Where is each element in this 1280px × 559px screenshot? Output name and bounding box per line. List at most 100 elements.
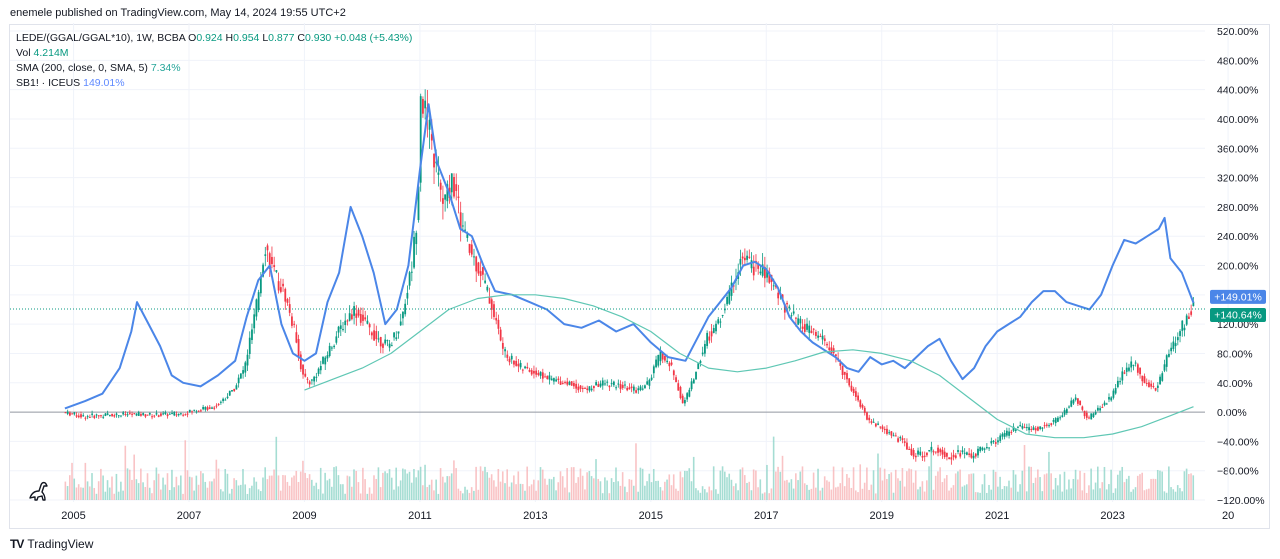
candle-body [1130, 361, 1133, 368]
candle-body [1003, 433, 1006, 437]
candle-body [1143, 376, 1146, 384]
candle-body [166, 414, 169, 417]
volume-bar [850, 487, 853, 500]
candle-body [1165, 355, 1168, 367]
candle-body [604, 383, 606, 385]
volume-bar [763, 492, 766, 500]
candle-body [1170, 347, 1173, 352]
volume-bar [1192, 475, 1195, 500]
volume-bar [575, 482, 577, 500]
legend-symbol[interactable]: LEDE/(GGAL/GGAL*10), 1W, BCBA [16, 32, 186, 44]
volume-bar [1043, 474, 1046, 500]
candle-body [553, 378, 555, 382]
candle-body [743, 257, 746, 261]
volume-bar [415, 477, 417, 500]
candle-body [972, 455, 975, 459]
volume-bar [1096, 466, 1099, 500]
candle-body [701, 352, 704, 355]
candle-body [550, 378, 553, 381]
candle-body [1112, 390, 1115, 398]
dino-icon[interactable] [26, 478, 52, 504]
volume-bar [632, 485, 635, 500]
sb1-line [64, 103, 1195, 410]
candle-body [690, 381, 693, 390]
candle-body [659, 350, 662, 362]
candle-body [477, 262, 480, 274]
candle-body [757, 263, 760, 269]
legend-high: 0.954 [233, 32, 260, 44]
candle-body [410, 271, 413, 273]
candle-body [506, 354, 509, 358]
candle-body [1168, 353, 1170, 357]
volume-bar [961, 486, 964, 500]
candle-body [279, 287, 282, 292]
candle-body [872, 421, 875, 423]
candle-body [180, 413, 182, 415]
candle-body [490, 299, 493, 310]
candle-body [1163, 364, 1166, 371]
legend-sma-value: 7.34% [150, 62, 181, 74]
candle-body [1108, 397, 1110, 400]
candle-body [251, 329, 253, 341]
y-tick-label: 240.00% [1217, 231, 1258, 243]
volume-bar [406, 473, 409, 500]
legend-vol-label[interactable]: Vol [16, 47, 31, 59]
candle-body [466, 234, 469, 238]
volume-bar [524, 490, 526, 500]
volume-bar [726, 477, 728, 500]
candle-body [781, 294, 784, 300]
candle-body [233, 388, 236, 392]
volume-bar [690, 481, 693, 500]
candle-body [923, 455, 926, 457]
candle-body [741, 256, 744, 259]
volume-bar [697, 490, 699, 500]
candle-body [1014, 429, 1017, 431]
y-tick-label: 480.00% [1217, 55, 1258, 67]
volume-bar [537, 480, 540, 500]
candle-body [1096, 407, 1099, 411]
candle-body [95, 414, 98, 416]
candle-body [248, 337, 251, 354]
volume-bar [1079, 470, 1081, 500]
candle-body [513, 360, 515, 365]
candle-body [699, 361, 702, 363]
volume-bar [442, 476, 444, 500]
volume-bar [1072, 478, 1075, 500]
candle-body [866, 412, 868, 420]
candle-body [535, 370, 538, 375]
candle-body [783, 303, 786, 313]
volume-bar [470, 487, 473, 500]
volume-bar [941, 482, 944, 500]
legend-sb-label[interactable]: SB1! · ICEUS [16, 77, 81, 89]
candle-body [124, 413, 127, 415]
volume-bar [277, 475, 280, 500]
candle-body [200, 410, 202, 412]
candle-body [373, 330, 375, 341]
candle-body [617, 383, 620, 385]
candle-body [957, 450, 959, 452]
legend-sma-label[interactable]: SMA (200, close, 0, SMA, 5) [16, 62, 148, 74]
volume-bar [786, 479, 788, 500]
candle-body [430, 134, 433, 141]
candle-body [1037, 427, 1039, 431]
candle-body [730, 282, 733, 296]
volume-bar [115, 473, 118, 500]
x-tick-label: 2009 [292, 510, 316, 522]
volume-bar [501, 471, 504, 500]
volume-bar [979, 492, 981, 500]
candle-body [768, 271, 771, 283]
candle-body [630, 386, 633, 388]
volume-bar [446, 476, 449, 500]
tradingview-brand[interactable]: TV TradingView [10, 537, 93, 551]
volume-bar [608, 493, 611, 500]
candle-body [86, 416, 89, 418]
candle-body [537, 372, 540, 376]
volume-bar [69, 475, 71, 500]
volume-bar [490, 474, 493, 500]
candle-body [946, 452, 948, 457]
volume-bar [390, 477, 393, 500]
volume-bar [1112, 492, 1115, 500]
candle-body [954, 455, 957, 458]
volume-bar [395, 467, 397, 500]
